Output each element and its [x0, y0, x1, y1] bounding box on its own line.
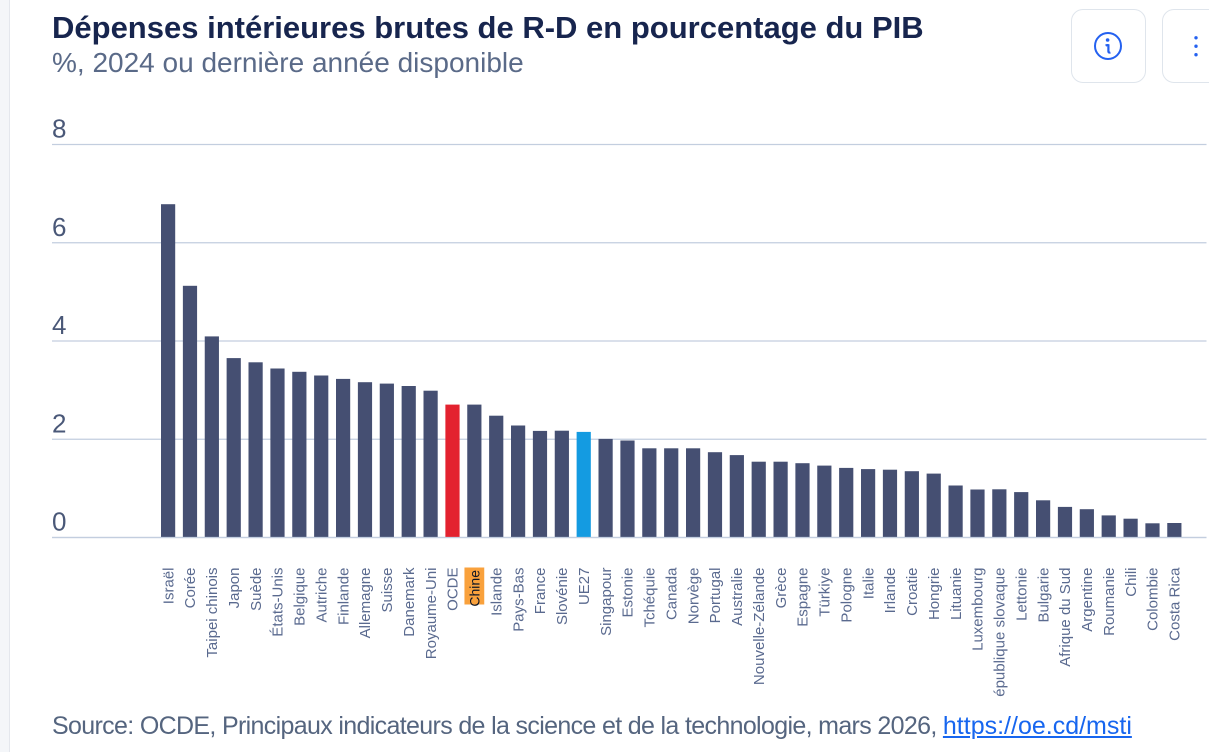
svg-text:Allemagne: Allemagne [357, 568, 374, 639]
svg-text:Danemark: Danemark [401, 567, 418, 637]
svg-text:Tchéquie: Tchéquie [642, 568, 659, 628]
svg-text:Islande: Islande [488, 568, 505, 616]
svg-text:Estonie: Estonie [620, 568, 637, 618]
svg-text:Croatie: Croatie [904, 568, 921, 616]
svg-text:Autriche: Autriche [313, 568, 330, 623]
svg-text:Türkiye: Türkiye [817, 568, 834, 617]
svg-text:Japon: Japon [226, 568, 243, 609]
svg-text:Costa Rica: Costa Rica [1167, 567, 1184, 641]
svg-text:Suède: Suède [248, 568, 265, 611]
svg-text:Argentine: Argentine [1079, 568, 1096, 632]
svg-text:8: 8 [52, 114, 66, 144]
svg-text:0: 0 [52, 507, 66, 537]
svg-text:Chili: Chili [1123, 568, 1140, 597]
svg-text:Lituanie: Lituanie [948, 568, 965, 621]
svg-text:Taipei chinois: Taipei chinois [204, 568, 221, 658]
svg-text:Royaume-Uni: Royaume-Uni [423, 568, 440, 660]
svg-text:Israël: Israël [160, 568, 177, 605]
svg-text:France: France [532, 568, 549, 615]
svg-text:Irlande: Irlande [882, 568, 899, 614]
svg-text:Nouvelle-Zélande: Nouvelle-Zélande [751, 568, 768, 686]
svg-text:Pologne: Pologne [838, 568, 855, 623]
svg-text:Italie: Italie [860, 568, 877, 600]
svg-text:Lettonie: Lettonie [1013, 568, 1030, 621]
svg-text:Corée: Corée [182, 568, 199, 609]
svg-text:4: 4 [52, 310, 66, 340]
svg-text:Portugal: Portugal [707, 568, 724, 624]
svg-text:UE27: UE27 [576, 568, 593, 606]
svg-text:Luxembourg: Luxembourg [970, 568, 987, 651]
svg-text:Australie: Australie [729, 568, 746, 626]
svg-text:Chine: Chine [466, 570, 482, 607]
svg-text:Espagne: Espagne [795, 568, 812, 627]
svg-text:Pays-Bas: Pays-Bas [510, 568, 527, 632]
svg-text:Colombie: Colombie [1145, 568, 1162, 631]
svg-text:États-Unis: États-Unis [270, 568, 287, 637]
svg-text:2: 2 [52, 408, 66, 438]
svg-text:Suisse: Suisse [379, 568, 396, 613]
svg-text:Bulgarie: Bulgarie [1035, 568, 1052, 623]
svg-text:Hongrie: Hongrie [926, 568, 943, 621]
svg-text:6: 6 [52, 212, 66, 242]
svg-text:Singapour: Singapour [598, 567, 615, 635]
svg-text:Roumanie: Roumanie [1101, 568, 1118, 636]
svg-text:Finlande: Finlande [335, 568, 352, 626]
svg-text:Grèce: Grèce [773, 568, 790, 609]
svg-text:Slovénie: Slovénie [554, 568, 571, 626]
svg-text:Norvège: Norvège [685, 568, 702, 625]
svg-text:Afrique du Sud: Afrique du Sud [1057, 568, 1074, 667]
svg-text:Belgique: Belgique [292, 568, 309, 626]
svg-text:OCDE: OCDE [445, 568, 462, 611]
svg-text:Canada: Canada [663, 567, 680, 620]
svg-text:République slovaque: République slovaque [992, 568, 1009, 708]
